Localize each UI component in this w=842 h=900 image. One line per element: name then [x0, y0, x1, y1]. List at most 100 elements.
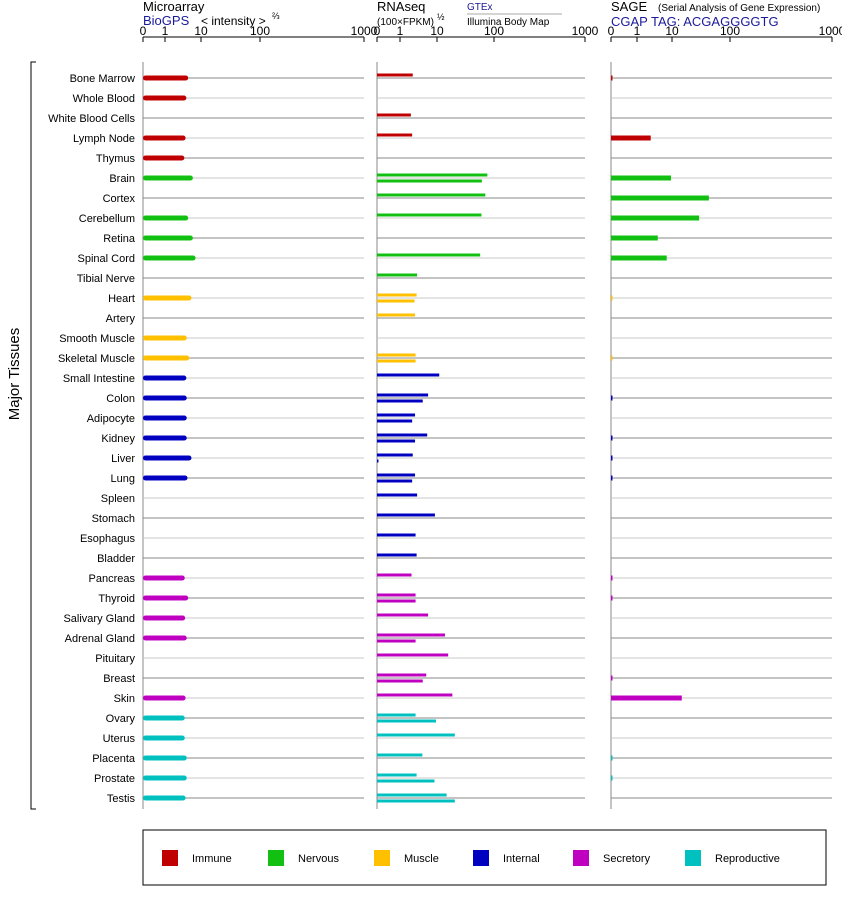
rnaseq-gtex-bar[interactable]: [377, 73, 413, 77]
rnaseq-gtex-bar[interactable]: [377, 393, 429, 397]
tissue-label[interactable]: Artery: [106, 313, 136, 325]
tissue-label[interactable]: Breast: [103, 673, 135, 685]
tissue-label[interactable]: Cerebellum: [79, 213, 135, 225]
microarray-bar[interactable]: [143, 235, 193, 241]
tissue-label[interactable]: Bladder: [97, 553, 135, 565]
tissue-label[interactable]: Ovary: [106, 713, 136, 725]
microarray-bar[interactable]: [143, 775, 187, 781]
rnaseq-bodymap-bar[interactable]: [377, 439, 416, 443]
tissue-label[interactable]: Lung: [111, 473, 135, 485]
rnaseq-gtex-bar[interactable]: [377, 453, 413, 457]
rnaseq-gtex-bar[interactable]: [377, 753, 423, 757]
rnaseq-gtex-bar[interactable]: [377, 673, 427, 677]
tissue-label[interactable]: Thymus: [96, 153, 136, 165]
tissue-label[interactable]: Colon: [106, 393, 135, 405]
microarray-bar[interactable]: [143, 415, 187, 421]
sage-bar[interactable]: [611, 235, 658, 241]
tissue-label[interactable]: Pancreas: [89, 573, 136, 585]
rnaseq-bodymap-bar[interactable]: [377, 719, 436, 723]
rnaseq-bodymap-bar[interactable]: [377, 459, 379, 463]
sage-bar[interactable]: [611, 455, 613, 461]
tissue-label[interactable]: Thyroid: [98, 593, 135, 605]
rnaseq-bodymap-bar[interactable]: [377, 779, 435, 783]
microarray-bar[interactable]: [143, 355, 190, 361]
sage-bar[interactable]: [611, 355, 613, 361]
tissue-label[interactable]: Brain: [109, 173, 135, 185]
microarray-bar[interactable]: [143, 135, 186, 141]
microarray-bar[interactable]: [143, 335, 187, 341]
tissue-label[interactable]: Bone Marrow: [70, 73, 135, 85]
microarray-bar[interactable]: [143, 735, 185, 741]
sage-bar[interactable]: [611, 775, 613, 781]
rnaseq-gtex-bar[interactable]: [377, 533, 416, 537]
rnaseq-bodymap-bar[interactable]: [377, 399, 423, 403]
sage-bar[interactable]: [611, 675, 613, 681]
tissue-label[interactable]: Smooth Muscle: [59, 333, 135, 345]
microarray-bar[interactable]: [143, 395, 187, 401]
microarray-bar[interactable]: [143, 215, 189, 221]
tissue-label[interactable]: Uterus: [103, 733, 136, 745]
rnaseq-gtex-bar[interactable]: [377, 293, 417, 297]
microarray-bar[interactable]: [143, 455, 192, 461]
tissue-label[interactable]: Testis: [107, 793, 136, 805]
sage-bar[interactable]: [611, 135, 651, 141]
sage-bar[interactable]: [611, 255, 667, 261]
tissue-label[interactable]: Skin: [114, 693, 135, 705]
rnaseq-bodymap-bar[interactable]: [377, 179, 482, 183]
tissue-label[interactable]: Salivary Gland: [63, 613, 135, 625]
rnaseq-gtex-bar[interactable]: [377, 613, 429, 617]
rnaseq-gtex-bar[interactable]: [377, 133, 413, 137]
sage-bar[interactable]: [611, 475, 613, 481]
tissue-label[interactable]: Adipocyte: [87, 413, 135, 425]
microarray-bar[interactable]: [143, 375, 187, 381]
rnaseq-gtex-bar[interactable]: [377, 653, 449, 657]
rnaseq-gtex-bar[interactable]: [377, 473, 416, 477]
tissue-label[interactable]: Spinal Cord: [78, 253, 135, 265]
microarray-bar[interactable]: [143, 255, 196, 261]
rnaseq-bodymap-bar[interactable]: [377, 299, 415, 303]
tissue-label[interactable]: White Blood Cells: [48, 113, 135, 125]
sage-bar[interactable]: [611, 195, 709, 201]
sage-bar[interactable]: [611, 695, 682, 701]
rnaseq-bodymap-bar[interactable]: [377, 419, 413, 423]
tissue-label[interactable]: Stomach: [92, 513, 135, 525]
tissue-label[interactable]: Liver: [111, 453, 135, 465]
microarray-bar[interactable]: [143, 635, 187, 641]
sage-bar[interactable]: [611, 175, 672, 181]
tissue-label[interactable]: Prostate: [94, 773, 135, 785]
rnaseq-gtex-bar[interactable]: [377, 113, 411, 117]
rnaseq-gtex-bar[interactable]: [377, 353, 416, 357]
rnaseq-gtex-bar[interactable]: [377, 713, 416, 717]
microarray-bar[interactable]: [143, 475, 188, 481]
rnaseq-source-gtex-link[interactable]: GTEx: [467, 2, 493, 13]
tissue-label[interactable]: Skeletal Muscle: [58, 353, 135, 365]
rnaseq-bodymap-bar[interactable]: [377, 599, 416, 603]
microarray-bar[interactable]: [143, 575, 185, 581]
tissue-label[interactable]: Heart: [108, 293, 135, 305]
tissue-label[interactable]: Whole Blood: [73, 93, 135, 105]
sage-bar[interactable]: [611, 435, 613, 441]
rnaseq-gtex-bar[interactable]: [377, 793, 447, 797]
rnaseq-gtex-bar[interactable]: [377, 433, 428, 437]
rnaseq-bodymap-bar[interactable]: [377, 479, 413, 483]
rnaseq-gtex-bar[interactable]: [377, 553, 417, 557]
rnaseq-gtex-bar[interactable]: [377, 253, 481, 257]
sage-bar[interactable]: [611, 215, 700, 221]
rnaseq-gtex-bar[interactable]: [377, 773, 417, 777]
rnaseq-bodymap-bar[interactable]: [377, 799, 455, 803]
sage-bar[interactable]: [611, 575, 613, 581]
microarray-bar[interactable]: [143, 175, 193, 181]
tissue-label[interactable]: Lymph Node: [73, 133, 135, 145]
tissue-label[interactable]: Kidney: [101, 433, 135, 445]
microarray-source-link[interactable]: BioGPS: [143, 13, 190, 28]
rnaseq-gtex-bar[interactable]: [377, 513, 435, 517]
rnaseq-gtex-bar[interactable]: [377, 273, 418, 277]
rnaseq-gtex-bar[interactable]: [377, 193, 486, 197]
rnaseq-gtex-bar[interactable]: [377, 413, 416, 417]
rnaseq-gtex-bar[interactable]: [377, 313, 416, 317]
rnaseq-gtex-bar[interactable]: [377, 693, 453, 697]
microarray-bar[interactable]: [143, 615, 186, 621]
rnaseq-gtex-bar[interactable]: [377, 573, 412, 577]
sage-bar[interactable]: [611, 395, 613, 401]
rnaseq-gtex-bar[interactable]: [377, 213, 482, 217]
